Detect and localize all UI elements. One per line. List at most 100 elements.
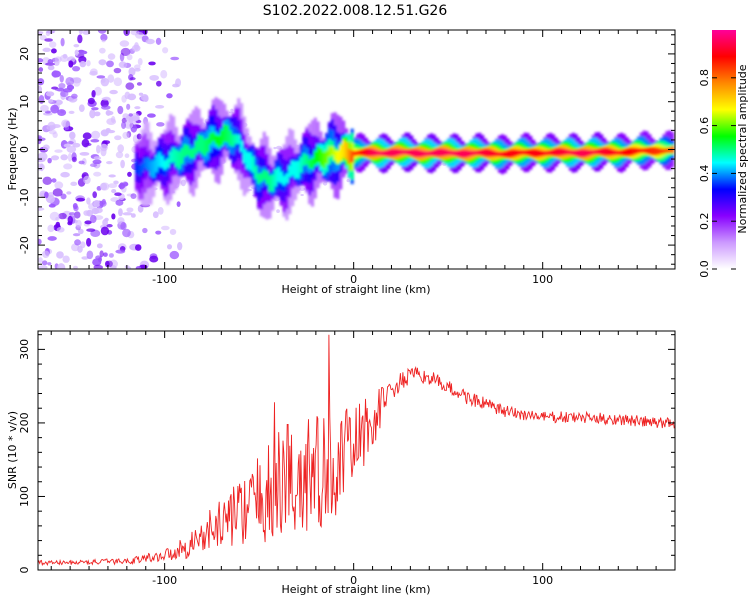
- spectrogram-ridge: [135, 97, 675, 221]
- noise-speckle: [108, 174, 116, 178]
- noise-speckle: [103, 252, 108, 257]
- noise-speckle: [62, 255, 70, 263]
- noise-speckle: [47, 59, 54, 65]
- noise-speckle: [93, 111, 101, 117]
- noise-speckle: [136, 82, 142, 86]
- ridge-cell: [347, 148, 351, 164]
- noise-speckle: [66, 191, 72, 195]
- ridge-cell: [166, 158, 170, 168]
- ridge-cell: [259, 172, 264, 183]
- noise-speckle: [87, 97, 95, 105]
- ridge-cell: [251, 156, 255, 173]
- ridge-cell: [308, 159, 312, 169]
- snr-y-tick-label: 100: [18, 486, 31, 507]
- noise-speckle: [176, 201, 181, 207]
- ridge-cell: [506, 150, 510, 158]
- noise-speckle: [97, 30, 107, 34]
- noise-speckle: [100, 226, 110, 236]
- noise-speckle: [70, 181, 78, 187]
- noise-speckle: [42, 176, 52, 185]
- colorbar-scale: [712, 30, 736, 269]
- ridge-cell: [608, 148, 612, 156]
- noise-speckle: [86, 60, 91, 67]
- ridge-cell: [265, 171, 269, 185]
- ridge-cell: [642, 148, 646, 153]
- noise-speckle: [92, 159, 102, 165]
- noise-speckle: [155, 104, 165, 109]
- ridge-cell: [500, 151, 505, 157]
- noise-speckle: [275, 145, 283, 150]
- colorbar-tick-label: 0.6: [698, 117, 711, 135]
- noise-speckle: [56, 226, 65, 233]
- spectrogram-x-tick-label: -100: [152, 273, 177, 286]
- noise-speckle: [57, 263, 66, 269]
- noise-speckle: [105, 129, 116, 134]
- ridge-cell: [509, 149, 513, 158]
- noise-speckle: [51, 70, 62, 78]
- ridge-cell: [211, 132, 215, 142]
- ridge-cell: [449, 150, 454, 156]
- noise-speckle: [107, 53, 116, 60]
- ridge-cell: [149, 160, 153, 177]
- noise-speckle: [134, 68, 141, 72]
- noise-speckle: [77, 34, 83, 44]
- ridge-cell: [186, 145, 190, 156]
- ridge-cell: [152, 160, 156, 178]
- noise-speckle: [166, 244, 173, 250]
- snr-x-axis-label: Height of straight line (km): [281, 583, 430, 596]
- ridge-cell: [234, 134, 238, 144]
- noise-speckle: [60, 90, 69, 98]
- ridge-cell: [463, 149, 468, 158]
- noise-speckle: [45, 195, 55, 204]
- ridge-cell: [191, 148, 195, 159]
- ridge-cell: [529, 149, 533, 157]
- noise-speckle: [71, 93, 78, 99]
- ridge-cell: [373, 149, 377, 156]
- noise-speckle: [142, 30, 148, 35]
- ridge-cell: [387, 149, 391, 157]
- noise-speckle: [102, 140, 111, 145]
- noise-speckle: [44, 38, 54, 42]
- noise-speckle: [101, 105, 111, 110]
- noise-speckle: [74, 239, 81, 246]
- noise-speckle: [81, 256, 89, 260]
- noise-speckle: [117, 144, 125, 153]
- noise-speckle: [90, 138, 100, 143]
- ridge-cell: [367, 148, 371, 157]
- noise-speckle: [107, 74, 115, 83]
- ridge-cell: [546, 150, 550, 156]
- ridge-cell: [163, 160, 167, 170]
- ridge-cell: [577, 149, 581, 158]
- ridge-cell: [563, 148, 567, 156]
- noise-speckle: [46, 125, 56, 131]
- noise-speckle: [47, 65, 55, 71]
- noise-speckle: [113, 77, 123, 87]
- noise-speckle: [52, 188, 63, 197]
- ridge-cell: [140, 162, 144, 173]
- noise-speckle: [72, 65, 81, 72]
- ridge-cell: [135, 160, 139, 175]
- ridge-cell: [237, 134, 241, 144]
- noise-speckle: [149, 255, 159, 263]
- noise-speckle: [118, 208, 123, 217]
- noise-speckle: [42, 47, 51, 53]
- noise-speckle: [38, 137, 42, 145]
- colorbar: 0.0 0.2 0.4 0.6 0.8 Normalized spectral ampl…: [698, 30, 749, 278]
- ridge-cell: [169, 151, 173, 163]
- ridge-cell: [617, 150, 621, 156]
- ridge-cell: [350, 150, 354, 163]
- ridge-cell: [327, 146, 332, 158]
- noise-speckle: [75, 219, 82, 228]
- noise-speckle: [169, 228, 177, 236]
- snr-y-tick-label: 300: [18, 339, 31, 360]
- noise-speckle: [60, 193, 67, 200]
- noise-speckle: [60, 171, 70, 178]
- ridge-cell: [560, 148, 564, 156]
- ridge-cell: [217, 135, 221, 148]
- noise-speckle: [140, 94, 149, 101]
- noise-speckle: [129, 77, 136, 81]
- noise-speckle: [106, 223, 113, 228]
- ridge-cell: [438, 148, 442, 157]
- noise-speckle: [122, 228, 131, 238]
- noise-speckle: [166, 93, 173, 99]
